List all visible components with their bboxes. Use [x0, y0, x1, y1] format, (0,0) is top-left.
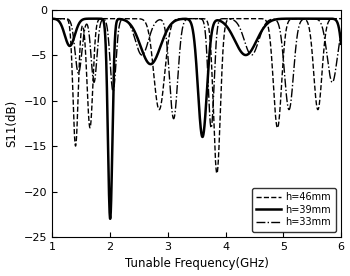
h=39mm	[50, 17, 55, 20]
h=39mm	[174, 19, 178, 22]
h=33mm	[333, 70, 337, 73]
h=33mm	[302, 17, 306, 21]
h=33mm	[50, 17, 55, 20]
Line: h=46mm: h=46mm	[52, 19, 341, 173]
h=46mm	[215, 172, 219, 175]
Line: h=39mm: h=39mm	[52, 19, 341, 219]
h=46mm	[50, 17, 55, 20]
h=46mm	[333, 17, 337, 20]
X-axis label: Tunable Frequency(GHz): Tunable Frequency(GHz)	[125, 258, 269, 270]
h=33mm	[174, 106, 178, 110]
h=46mm	[161, 88, 165, 91]
Y-axis label: S11(dB): S11(dB)	[6, 100, 19, 147]
Legend: h=46mm, h=39mm, h=33mm: h=46mm, h=39mm, h=33mm	[252, 188, 336, 232]
h=46mm	[83, 48, 88, 51]
h=33mm	[83, 25, 88, 28]
h=39mm	[339, 42, 343, 46]
h=33mm	[209, 126, 213, 129]
h=39mm	[316, 17, 320, 20]
h=39mm	[161, 38, 165, 41]
h=39mm	[333, 18, 337, 22]
h=33mm	[100, 18, 105, 21]
Line: h=33mm: h=33mm	[52, 19, 341, 128]
h=46mm	[339, 17, 343, 20]
h=33mm	[339, 31, 343, 34]
h=39mm	[302, 17, 306, 20]
h=46mm	[302, 17, 306, 21]
h=39mm	[108, 217, 112, 221]
h=39mm	[100, 18, 105, 21]
h=33mm	[161, 21, 165, 24]
h=39mm	[83, 17, 88, 20]
h=46mm	[100, 17, 105, 20]
h=46mm	[174, 18, 178, 21]
